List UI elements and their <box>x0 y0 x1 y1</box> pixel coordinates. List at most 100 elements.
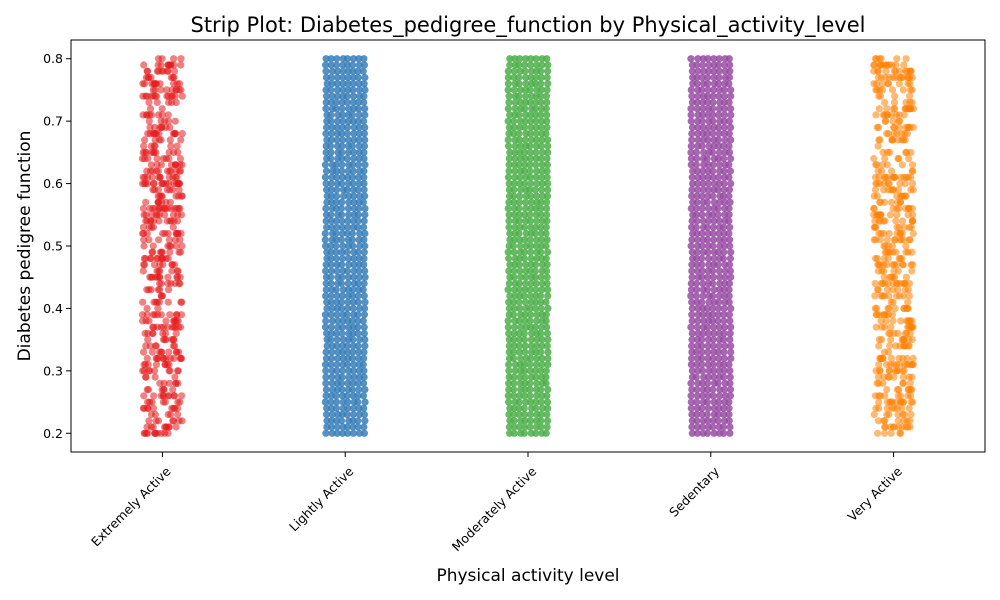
data-point <box>354 67 362 75</box>
data-point <box>164 111 172 119</box>
data-point <box>172 379 180 387</box>
data-point <box>698 229 706 238</box>
data-point <box>333 429 341 437</box>
data-point <box>891 123 899 131</box>
data-point <box>361 73 369 82</box>
data-point <box>332 286 340 294</box>
data-point <box>327 136 335 144</box>
data-point <box>532 161 540 169</box>
data-point <box>345 211 353 219</box>
data-point <box>146 217 155 225</box>
data-point <box>505 279 513 288</box>
data-point <box>175 186 183 194</box>
data-point <box>905 342 913 350</box>
data-point <box>151 92 159 100</box>
data-point <box>349 173 357 181</box>
data-point <box>516 192 524 200</box>
data-point <box>693 398 701 406</box>
data-point <box>704 229 712 238</box>
data-point <box>905 204 913 213</box>
data-point <box>883 386 891 394</box>
data-point <box>704 80 712 88</box>
data-point <box>880 429 889 437</box>
data-point <box>903 417 911 425</box>
data-point <box>343 342 351 350</box>
data-point <box>361 298 369 306</box>
data-point <box>510 67 518 75</box>
data-point <box>874 373 883 381</box>
data-point <box>543 98 551 106</box>
data-point <box>332 417 341 425</box>
data-point <box>688 311 696 319</box>
data-point <box>687 86 695 94</box>
data-point <box>725 148 734 156</box>
data-point <box>510 342 518 350</box>
data-point <box>893 386 902 394</box>
data-point <box>699 173 707 181</box>
data-point <box>527 117 535 125</box>
data-point <box>886 273 894 281</box>
data-point <box>327 398 335 406</box>
data-point <box>727 180 735 188</box>
data-point <box>693 361 701 369</box>
data-point <box>360 323 368 331</box>
data-point <box>321 173 329 181</box>
data-point <box>537 423 545 431</box>
data-point <box>526 423 534 431</box>
data-point <box>688 354 696 362</box>
data-point <box>333 342 341 350</box>
data-point <box>896 361 904 369</box>
data-point <box>354 98 362 106</box>
data-point <box>355 130 363 138</box>
data-point <box>688 329 696 337</box>
data-point <box>153 98 161 106</box>
data-point <box>715 323 723 331</box>
data-point <box>345 254 353 263</box>
data-point <box>522 92 530 100</box>
data-point <box>703 386 711 394</box>
data-point <box>170 67 179 75</box>
data-point <box>875 336 884 344</box>
data-point <box>521 155 529 163</box>
data-point <box>327 267 336 275</box>
data-point <box>510 86 518 94</box>
data-point <box>164 410 172 419</box>
data-point <box>159 392 167 400</box>
data-point <box>689 180 697 188</box>
data-point <box>698 379 707 387</box>
data-point <box>349 348 357 356</box>
data-point <box>693 410 701 419</box>
data-point <box>704 392 712 400</box>
data-point <box>527 398 535 406</box>
data-point <box>327 261 335 269</box>
data-point <box>692 161 701 169</box>
data-point <box>727 354 735 362</box>
data-point <box>727 92 735 100</box>
data-point <box>350 254 358 263</box>
data-point <box>543 279 551 288</box>
data-point <box>355 161 363 169</box>
data-point <box>904 423 912 431</box>
data-point <box>542 429 550 437</box>
data-point <box>891 92 899 100</box>
data-point <box>349 329 357 337</box>
data-point <box>709 130 717 138</box>
data-point <box>709 229 717 238</box>
data-point <box>537 198 545 206</box>
data-point <box>161 204 169 213</box>
data-point <box>361 123 369 131</box>
data-point <box>892 73 900 82</box>
data-point <box>517 186 525 194</box>
data-point <box>699 180 707 188</box>
data-point <box>360 98 368 106</box>
data-point <box>902 98 910 106</box>
data-point <box>907 392 915 400</box>
data-point <box>515 217 523 225</box>
data-point <box>692 223 700 231</box>
data-point <box>726 198 734 206</box>
data-point <box>344 348 352 356</box>
data-point <box>537 92 545 100</box>
y-tick-label: 0.3 <box>43 363 63 378</box>
data-point <box>883 61 891 69</box>
data-point <box>516 242 524 250</box>
